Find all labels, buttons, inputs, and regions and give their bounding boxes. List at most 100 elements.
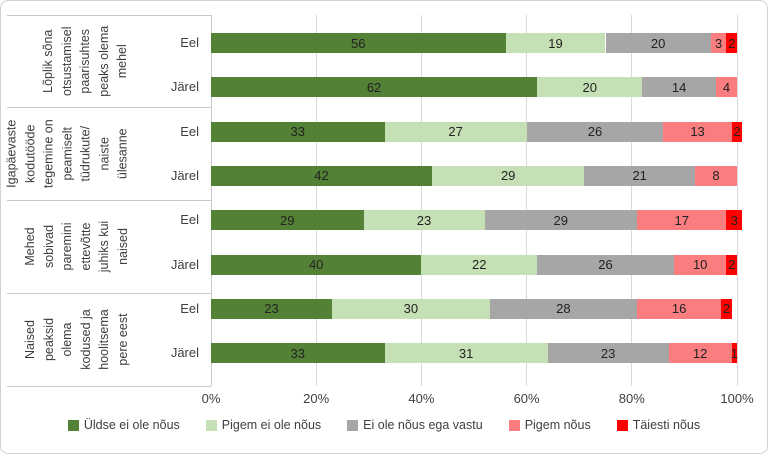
bar-value-label: 12 (692, 345, 708, 361)
bar-value-label: 27 (448, 124, 463, 140)
x-gridline (420, 15, 422, 386)
bar-value-label: 56 (351, 35, 366, 51)
bar-segment: 33 (211, 121, 385, 142)
bar-segment: 20 (605, 33, 711, 53)
bar-segment: 33 (211, 343, 385, 364)
legend-label: Üldse ei ole nõus (83, 418, 180, 432)
bar-segment: 4 (715, 77, 737, 98)
bar-value-label: 31 (458, 345, 474, 361)
category-group-label-line: peaksid (41, 318, 56, 362)
x-gridline (315, 15, 317, 386)
bar-value-label: 33 (290, 345, 306, 361)
bar-value-label: 23 (416, 212, 432, 228)
bar-segment: 23 (211, 298, 332, 319)
category-group-label-line: ettevõtte (78, 222, 93, 271)
bar-value-label: 20 (582, 79, 597, 95)
bar-value-label: 29 (553, 212, 569, 228)
bar-value-label: 2 (733, 124, 741, 140)
bar-segment: 27 (384, 121, 527, 142)
x-gridline (526, 15, 528, 386)
bar-value-label: 14 (671, 79, 687, 95)
legend-label: Ei ole nõus ega vastu (363, 418, 483, 432)
category-group-label-line: Mehed (23, 227, 37, 266)
bar-segment: 22 (421, 254, 538, 275)
legend-swatch (205, 419, 217, 431)
row-label: Eel (180, 300, 199, 316)
bar-segment: 8 (694, 165, 737, 186)
bar-segment: 31 (384, 343, 548, 364)
bar-segment: 42 (211, 165, 432, 186)
legend-swatch (616, 419, 628, 431)
group-separator-line (7, 14, 211, 16)
bar-value-label: 16 (671, 301, 687, 317)
bar-segment: 40 (211, 254, 422, 275)
category-group-label-line: tegemine on (41, 119, 56, 189)
bar-segment: 14 (642, 77, 716, 98)
bar-value-label: 17 (674, 212, 689, 228)
bar-segment: 3 (710, 33, 727, 53)
category-group-label-line: Naised (23, 320, 37, 360)
bar-value-label: 29 (500, 168, 516, 184)
row-label: Järel (170, 79, 199, 95)
x-axis-tick-label: 40% (408, 391, 435, 406)
category-group-label-line: Lõplik sõna (41, 29, 56, 93)
bar-value-label: 1 (730, 345, 738, 361)
category-group-label: Naised peaksid olema kodused ja hoolitsema pe… (21, 294, 132, 385)
group-separator-line (7, 200, 211, 201)
bar-segment: 26 (526, 121, 664, 142)
bar-segment: 19 (505, 33, 606, 53)
legend-swatch (67, 419, 79, 431)
bar-value-label: 21 (632, 168, 647, 184)
bar-value-label: 2 (722, 301, 731, 317)
bar-value-label: 29 (280, 212, 295, 228)
x-gridline (631, 15, 633, 386)
category-group-label-line: olema (60, 322, 74, 357)
category-group-label-line: peamiselt (60, 127, 74, 181)
bar-value-label: 2 (728, 35, 736, 51)
x-gridline (736, 15, 738, 386)
category-group-label-line: kodused ja (78, 309, 93, 370)
bar-value-label: 23 (264, 301, 279, 317)
category-group-label: Igapäevaste kodutööde tegemine on peamiselt… (3, 109, 133, 200)
bar-segment: 13 (663, 121, 732, 142)
category-group-label-line: sobivad (41, 225, 56, 269)
bar-value-label: 26 (598, 257, 613, 273)
x-axis-tick-label: 0% (201, 391, 221, 406)
bar-segment: 3 (726, 210, 743, 231)
x-axis-tick-label: 100% (720, 391, 754, 406)
group-separator-line (7, 385, 211, 387)
bar-value-label: 19 (548, 35, 563, 51)
bar-value-label: 13 (690, 124, 705, 140)
bar-value-label: 22 (472, 257, 487, 273)
category-group-label-line: juhiks kui (97, 221, 111, 273)
group-separator-line (7, 292, 211, 294)
bar-segment: 1 (730, 343, 738, 364)
legend-label: Pigem nõus (524, 418, 591, 432)
bar-segment: 2 (731, 121, 743, 142)
legend-label: Pigem ei ole nõus (221, 418, 322, 432)
bar-segment: 29 (484, 210, 638, 231)
row-label: Eel (180, 123, 199, 139)
legend: Üldse ei ole nõus Pigem ei ole nõus Ei ole… (1, 418, 767, 432)
bar-value-label: 26 (587, 124, 603, 140)
bar-segment: 30 (331, 298, 490, 319)
bar-segment: 23 (363, 210, 485, 231)
y-axis-line (210, 15, 212, 386)
bar-segment: 23 (547, 343, 669, 364)
bar-value-label: 33 (290, 124, 306, 140)
category-group-label-line: paremini (60, 222, 74, 271)
bar-segment: 29 (431, 165, 585, 186)
category-group-label: Lõplik sõna otsustamisel paarisuhtes peaks … (40, 16, 133, 107)
category-group-label-line: paarisuhtes (78, 29, 93, 94)
bar-segment: 2 (726, 33, 737, 53)
row-label: Eel (180, 35, 199, 50)
category-group-label-line: hoolitsema (97, 309, 111, 370)
category-group-label: Mehed sobivad paremini ettevõtte juhiks kui n… (21, 202, 132, 293)
bar-value-label: 3 (714, 35, 723, 51)
bar-segment: 21 (584, 165, 695, 186)
bar-value-label: 3 (730, 212, 738, 228)
bar-value-label: 10 (692, 257, 708, 273)
bar-value-label: 40 (308, 257, 324, 273)
bar-segment: 17 (637, 210, 727, 231)
